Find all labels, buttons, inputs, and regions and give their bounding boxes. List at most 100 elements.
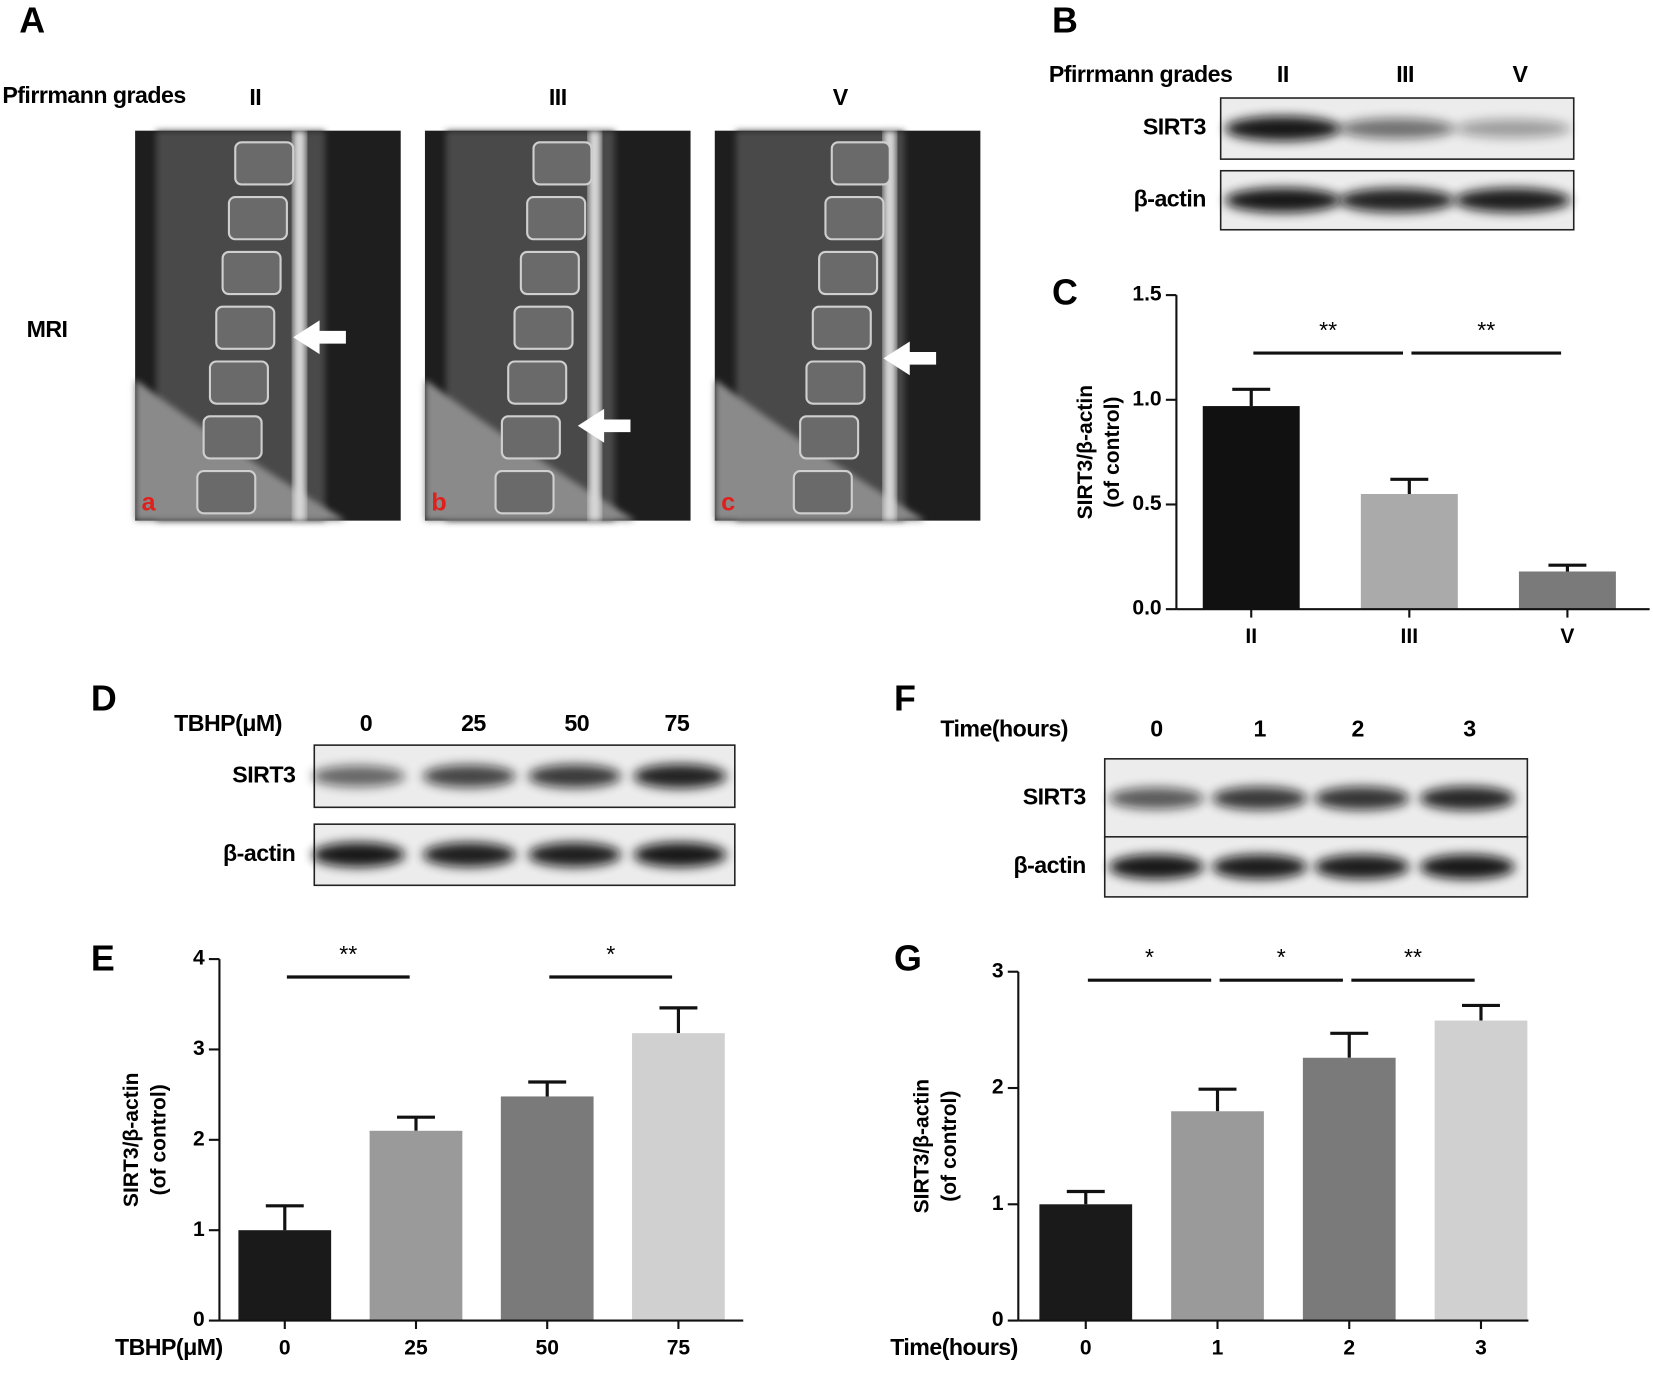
y-axis-label-line: (of control) [937, 1091, 960, 1202]
x-tick-label: II [1245, 625, 1257, 648]
x-axis-label: TBHP(μM) [115, 1334, 223, 1360]
y-tick-label: 3 [992, 959, 1004, 982]
x-tick-label: 0 [1080, 1337, 1092, 1360]
error-bar [1066, 1189, 1105, 1205]
significance-label: ** [1404, 944, 1422, 970]
band [1224, 187, 1341, 213]
vertebra [799, 415, 860, 460]
band [1108, 787, 1204, 810]
lane-label: V [1513, 61, 1529, 87]
image-label: a [141, 488, 156, 516]
y-tick-label: 0.5 [1132, 492, 1162, 515]
band [1454, 188, 1571, 213]
vertebra [227, 196, 288, 241]
band [528, 842, 621, 867]
band [1338, 188, 1455, 213]
mri-row-label: MRI [27, 316, 68, 342]
blot-header: Pfirrmann grades [1049, 61, 1232, 87]
x-tick-label: 75 [667, 1337, 691, 1360]
x-tick-label: 0 [279, 1337, 291, 1360]
grade-label: II [249, 84, 261, 110]
error-bar [659, 1006, 698, 1034]
vertebra [208, 360, 269, 405]
panel-label: D [91, 678, 117, 718]
panel-label: G [894, 939, 922, 979]
error-bar [528, 1080, 567, 1097]
x-axis-label: Time(hours) [890, 1334, 1018, 1360]
vertebra [215, 305, 276, 350]
bar [1302, 1057, 1396, 1321]
panel-label: B [1052, 1, 1078, 41]
vertebra [824, 196, 885, 241]
vertebra [202, 415, 263, 460]
band [422, 842, 516, 867]
vertebra [221, 250, 282, 296]
y-axis-label: SIRT3/β-actin (of control) [120, 1073, 170, 1208]
y-tick-label: 2 [193, 1127, 205, 1150]
significance-label: ** [339, 941, 357, 967]
band [1212, 854, 1308, 880]
lane-label: 25 [461, 710, 486, 736]
y-tick-label: 2 [992, 1076, 1004, 1099]
vertebra [494, 470, 555, 515]
vertebra [513, 305, 574, 350]
row-label: SIRT3 [1143, 114, 1207, 140]
y-axis-label-line: SIRT3/β-actin [120, 1073, 143, 1208]
vertebra [830, 141, 891, 186]
x-tick-label: III [1401, 625, 1419, 648]
grade-label: III [549, 84, 567, 110]
vertebra [792, 470, 853, 515]
y-tick-label: 1.0 [1132, 387, 1161, 410]
bar [1039, 1204, 1133, 1321]
error-bar [1462, 1003, 1500, 1021]
y-axis-label: SIRT3/β-actin (of control) [910, 1079, 960, 1214]
y-tick-label: 1.5 [1132, 283, 1162, 306]
mri-image: a [135, 130, 401, 521]
blot-header: Time(hours) [940, 715, 1068, 741]
x-tick-label: 25 [404, 1337, 428, 1360]
spinal-canal [293, 130, 306, 521]
x-tick-label: 2 [1343, 1337, 1355, 1360]
error-bar [265, 1204, 304, 1231]
bar [1360, 494, 1458, 610]
band [422, 764, 516, 788]
significance-label: ** [1319, 317, 1337, 343]
vertebra [818, 250, 879, 296]
row-label: β-actin [1014, 852, 1086, 878]
band [633, 842, 727, 868]
y-tick-label: 1 [193, 1218, 205, 1241]
bar [1202, 406, 1300, 610]
vertebra [507, 360, 568, 405]
significance-label: * [1277, 944, 1286, 970]
band [1419, 786, 1515, 811]
error-bar [1548, 563, 1587, 572]
lane-label: 1 [1253, 715, 1266, 741]
bar [632, 1033, 725, 1321]
error-bar [1390, 477, 1429, 495]
bar [1171, 1111, 1264, 1321]
arrow [577, 408, 631, 443]
lane-label: 2 [1351, 715, 1363, 741]
y-tick-label: 1 [992, 1192, 1004, 1215]
image-label: c [721, 488, 735, 516]
lane-label: II [1277, 61, 1289, 87]
vertebra [805, 360, 866, 405]
spinal-canal [588, 130, 601, 521]
row-label: SIRT3 [1023, 783, 1087, 809]
y-axis-label-line: SIRT3/β-actin [910, 1079, 933, 1214]
mri-header: Pfirrmann grades [2, 82, 185, 108]
spinal-canal [883, 130, 897, 521]
y-axis-label-line: (of control) [1101, 397, 1124, 508]
row-label: β-actin [1134, 185, 1206, 211]
vertebra [196, 470, 257, 515]
x-tick-label: 50 [535, 1337, 558, 1360]
y-tick-label: 4 [193, 947, 205, 970]
band [1212, 786, 1308, 810]
bar [369, 1130, 463, 1321]
bar [238, 1230, 332, 1321]
mri-image: c [714, 130, 981, 521]
panel-label: C [1052, 273, 1078, 313]
panel-label: E [91, 939, 115, 979]
band [1314, 786, 1410, 811]
